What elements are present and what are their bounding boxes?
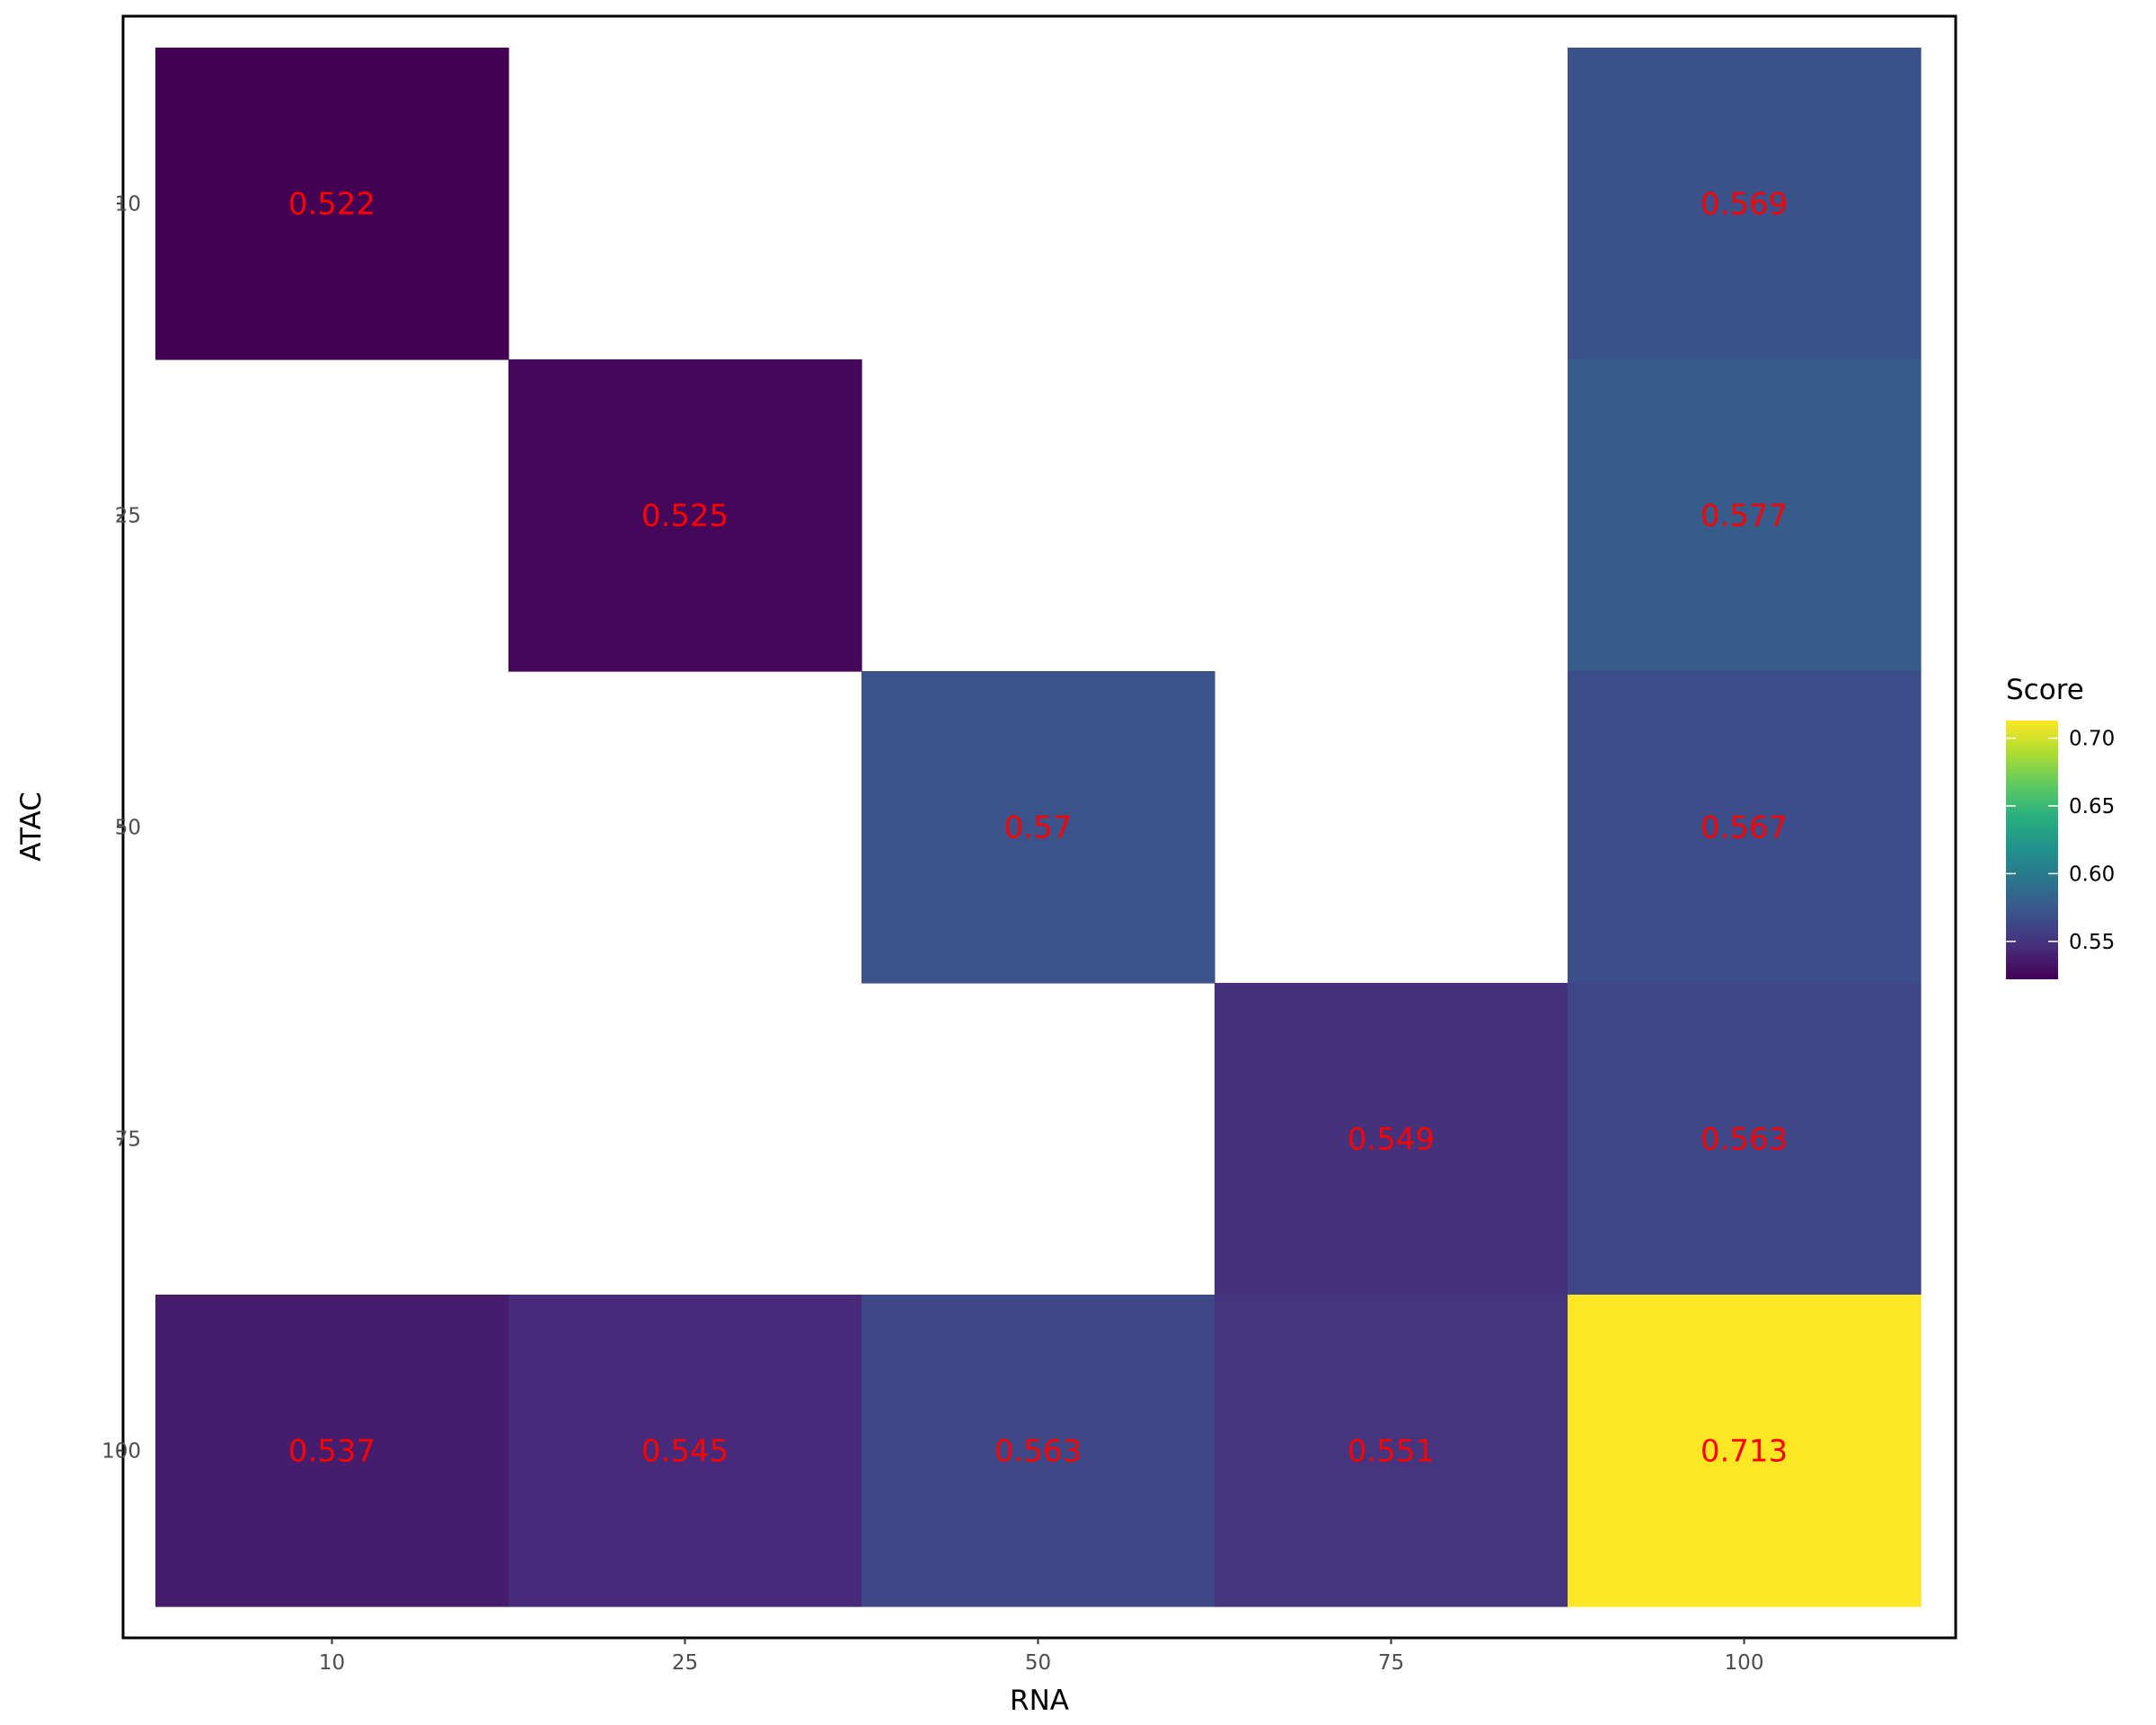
cell-label-50-100: 0.563 <box>994 1434 1082 1470</box>
x-tick-label: 50 <box>1025 1651 1051 1675</box>
heatmap-cell-100-100 <box>1568 1295 1922 1607</box>
heatmap-cell-100-75 <box>1568 983 1922 1296</box>
x-axis-ticks: 10 25 50 75 100 <box>319 1638 1764 1675</box>
cell-label-100-50: 0.567 <box>1701 810 1788 846</box>
cell-label-100-100: 0.713 <box>1701 1434 1788 1470</box>
cell-value-labels: 0.522 0.569 0.525 0.577 0.57 0.567 0.549 0.563 0… <box>288 187 1788 1470</box>
x-tick-label: 10 <box>319 1651 345 1675</box>
legend-tick-label: 0.55 <box>2069 931 2115 954</box>
legend-tick-label: 0.70 <box>2069 728 2115 751</box>
heatmap-cell-75-75 <box>1215 983 1568 1296</box>
cell-label-75-75: 0.549 <box>1348 1122 1435 1158</box>
x-tick-label: 25 <box>672 1651 698 1675</box>
heatmap-cell-100-50 <box>1568 671 1922 984</box>
x-axis-title: RNA <box>1010 1685 1069 1717</box>
heatmap-cell-25-100 <box>508 1295 862 1607</box>
y-tick-label: 75 <box>115 1128 141 1152</box>
heatmap-cell-75-100 <box>1215 1295 1568 1607</box>
cell-label-100-75: 0.563 <box>1701 1122 1788 1158</box>
y-tick-label: 10 <box>115 193 141 217</box>
x-tick-label: 100 <box>1725 1651 1764 1675</box>
heatmap-cell-10-10 <box>155 48 509 360</box>
cell-label-25-100: 0.545 <box>641 1434 729 1470</box>
heatmap-cells <box>155 48 1922 1607</box>
cell-label-25-25: 0.525 <box>641 499 729 535</box>
y-axis-ticks: 10 25 50 75 100 <box>102 193 141 1464</box>
cell-label-75-100: 0.551 <box>1348 1434 1435 1470</box>
legend-tick-label: 0.60 <box>2069 862 2115 886</box>
legend-tick-label: 0.65 <box>2069 795 2115 818</box>
y-axis-title: ATAC <box>15 792 48 862</box>
y-tick-label: 100 <box>102 1440 141 1464</box>
x-tick-label: 75 <box>1378 1651 1404 1675</box>
legend-ticks: 0.55 0.60 0.65 0.70 <box>2006 728 2115 954</box>
cell-label-10-10: 0.522 <box>288 187 376 223</box>
heatmap-cell-100-10 <box>1568 48 1922 360</box>
cell-label-10-100: 0.537 <box>288 1434 376 1470</box>
legend-title: Score <box>2006 674 2084 706</box>
y-tick-label: 25 <box>115 505 141 528</box>
cell-label-100-10: 0.569 <box>1701 187 1788 223</box>
heatmap-cell-10-100 <box>155 1295 509 1607</box>
heatmap-cell-25-25 <box>508 359 862 672</box>
y-tick-label: 50 <box>115 817 141 840</box>
cell-label-100-25: 0.577 <box>1701 499 1788 535</box>
cell-label-50-50: 0.57 <box>1004 810 1073 846</box>
legend-colorbar <box>2006 721 2058 979</box>
heatmap-cell-50-100 <box>862 1295 1215 1607</box>
color-legend: Score 0.55 0.60 0.65 0.70 <box>2006 674 2115 979</box>
heatmap-cell-50-50 <box>862 671 1215 984</box>
heatmap-cell-100-25 <box>1568 359 1922 672</box>
